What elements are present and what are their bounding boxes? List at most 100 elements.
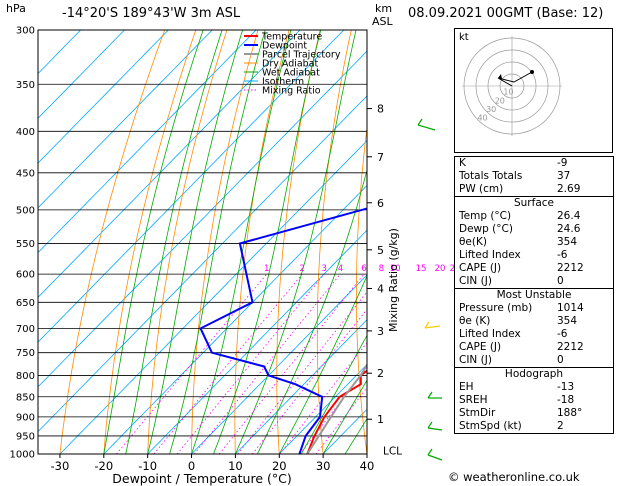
lcl-label: LCL bbox=[383, 445, 402, 457]
pressure-tick-label: 300 bbox=[16, 26, 35, 37]
index-value: -9 bbox=[557, 157, 568, 169]
hpa-label: hPa bbox=[6, 2, 26, 15]
isotherm-line bbox=[38, 30, 257, 254]
km-tick-label: 7 bbox=[377, 151, 384, 164]
hodograph-param-row: StmDir 188° bbox=[455, 407, 613, 420]
surface-title: Surface bbox=[455, 196, 613, 210]
hodograph-param-key: StmSpd (kt) bbox=[459, 420, 522, 432]
index-key: PW (cm) bbox=[459, 183, 504, 195]
wind-barb bbox=[417, 124, 436, 131]
most-unstable-key: Lifted Index bbox=[459, 328, 521, 340]
x-axis-label: Dewpoint / Temperature (°C) bbox=[112, 471, 291, 486]
wet-adiabat-line bbox=[300, 334, 367, 454]
mixing-ratio-label: 10 bbox=[390, 264, 401, 274]
pressure-tick-label: 650 bbox=[16, 298, 35, 309]
mixing-ratio-label: 3 bbox=[321, 264, 326, 274]
legend-label: Dry Adiabat bbox=[262, 59, 319, 70]
wind-barb-flag bbox=[427, 448, 433, 456]
index-row: Totals Totals 37 bbox=[455, 170, 613, 183]
asl-label: ASL bbox=[372, 15, 393, 28]
wind-barb-flag bbox=[427, 421, 433, 429]
hodograph-param-key: EH bbox=[459, 381, 474, 393]
pressure-tick-label: 450 bbox=[16, 168, 35, 179]
km-tick-label: 4 bbox=[377, 282, 384, 295]
hodograph-title: Hodograph bbox=[455, 367, 613, 381]
most-unstable-key: Pressure (mb) bbox=[459, 302, 533, 314]
mixing-ratio-line bbox=[218, 273, 365, 454]
pressure-tick-label: 550 bbox=[16, 239, 35, 250]
km-label: km bbox=[375, 2, 393, 15]
wind-barb-flag bbox=[424, 321, 430, 329]
surface-key: Lifted Index bbox=[459, 249, 521, 261]
index-row: PW (cm) 2.69 bbox=[455, 183, 613, 196]
surface-value: 0 bbox=[557, 275, 564, 287]
surface-key: CAPE (J) bbox=[459, 262, 502, 274]
legend-label: Temperature bbox=[261, 32, 322, 43]
x-tick-label: 40 bbox=[360, 459, 375, 473]
most-unstable-row: θe (K) 354 bbox=[455, 315, 613, 328]
legend-label: Dewpoint bbox=[262, 41, 307, 52]
wind-barb bbox=[427, 427, 443, 431]
most-unstable-row: CAPE (J) 2212 bbox=[455, 341, 613, 354]
pressure-tick-label: 600 bbox=[16, 270, 35, 281]
plot-frame bbox=[37, 29, 368, 455]
footer-credit: © weatheronline.co.uk bbox=[448, 470, 580, 484]
hodograph-param-value: 2 bbox=[557, 420, 564, 432]
surface-row: Dewp (°C) 24.6 bbox=[455, 223, 613, 236]
hodograph-param-row: StmSpd (kt) 2 bbox=[455, 420, 613, 433]
mixing-ratio-label: 6 bbox=[361, 264, 366, 274]
pressure-tick-label: 700 bbox=[16, 324, 35, 335]
index-key: K bbox=[459, 157, 466, 169]
mixing-ratio-line bbox=[237, 291, 367, 454]
most-unstable-value: 354 bbox=[557, 315, 578, 327]
hodograph-ring-label: 10 bbox=[503, 88, 513, 97]
parameter-table: K -9 Totals Totals 37 PW (cm) 2.69 Surface Te… bbox=[454, 156, 614, 434]
hodograph-ring-label: 40 bbox=[477, 114, 487, 123]
isotherm-line bbox=[38, 30, 169, 164]
hodograph-param-key: StmDir bbox=[459, 407, 496, 419]
isotherm-line bbox=[38, 30, 213, 209]
most-unstable-row: Lifted Index -6 bbox=[455, 328, 613, 341]
most-unstable-title: Most Unstable bbox=[455, 288, 613, 302]
surface-key: Temp (°C) bbox=[459, 210, 512, 222]
km-tick-label: 1 bbox=[377, 413, 384, 426]
mixing-ratio-label: 4 bbox=[338, 264, 343, 274]
hodograph-param-row: SREH -18 bbox=[455, 394, 613, 407]
surface-row: CIN (J) 0 bbox=[455, 275, 613, 288]
surface-value: -6 bbox=[557, 249, 568, 261]
index-key: Totals Totals bbox=[459, 170, 523, 182]
km-tick-label: 8 bbox=[377, 103, 384, 116]
hodograph-param-row: EH -13 bbox=[455, 381, 613, 394]
legend-label: Parcel Trajectory bbox=[262, 50, 341, 61]
wet-adiabat-line bbox=[322, 379, 367, 454]
hodograph-ring-label: 20 bbox=[495, 96, 505, 105]
wind-barb-flag bbox=[417, 118, 423, 126]
hodograph-ring-label: 30 bbox=[486, 105, 496, 114]
wind-barb bbox=[427, 454, 443, 461]
pressure-tick-label: 850 bbox=[16, 392, 35, 403]
legend-label: Wet Adiabat bbox=[262, 68, 320, 79]
hodograph-param-value: -18 bbox=[557, 394, 575, 406]
pressure-tick-label: 500 bbox=[16, 205, 35, 216]
surface-row: Lifted Index -6 bbox=[455, 249, 613, 262]
pressure-tick-label: 350 bbox=[16, 80, 35, 91]
km-tick-label: 2 bbox=[377, 367, 384, 380]
most-unstable-row: CIN (J) 0 bbox=[455, 354, 613, 367]
x-tick-label: -10 bbox=[138, 459, 157, 473]
surface-key: CIN (J) bbox=[459, 275, 492, 287]
index-value: 37 bbox=[557, 170, 571, 182]
x-tick-label: 0 bbox=[188, 459, 195, 473]
hodograph-param-value: 188° bbox=[557, 407, 583, 419]
legend-label: Isotherm bbox=[262, 77, 304, 88]
pressure-tick-label: 900 bbox=[16, 412, 35, 423]
most-unstable-value: 1014 bbox=[557, 302, 584, 314]
x-tick-label: -30 bbox=[51, 459, 70, 473]
x-tick-label: -20 bbox=[94, 459, 113, 473]
mixing-ratio-line bbox=[176, 273, 325, 454]
mixing-ratio-label: 1 bbox=[264, 264, 269, 274]
pressure-tick-label: 750 bbox=[16, 348, 35, 359]
mixing-ratio-line bbox=[153, 273, 303, 454]
dry-adiabat-line bbox=[356, 124, 367, 454]
y-axis-right-label: Mixing Ratio (g/kg) bbox=[387, 228, 400, 332]
